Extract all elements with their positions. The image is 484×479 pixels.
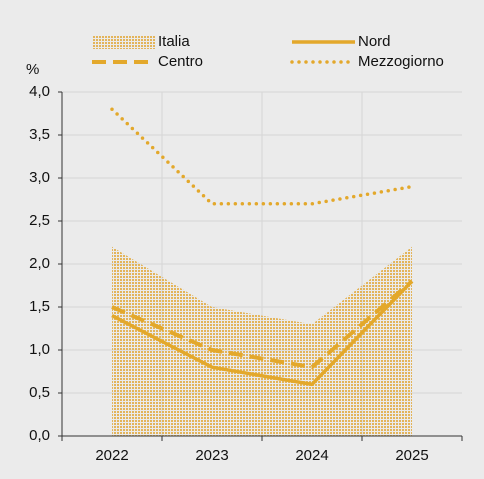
y-tick-label: 0,5 xyxy=(29,384,50,401)
y-tick-label: 1,5 xyxy=(29,298,50,315)
x-tick-label: 2023 xyxy=(195,447,228,464)
x-tick-label: 2025 xyxy=(395,447,428,464)
y-tick-label: 1,0 xyxy=(29,341,50,358)
legend-label: Italia xyxy=(158,33,190,50)
legend-label: Centro xyxy=(158,53,203,70)
y-tick-label: 3,0 xyxy=(29,169,50,186)
line xyxy=(111,279,414,387)
line xyxy=(110,107,414,206)
x-tick-label: 2024 xyxy=(295,447,328,464)
y-tick-label: 0,0 xyxy=(29,427,50,444)
line xyxy=(111,279,414,370)
y-tick-label: 2,5 xyxy=(29,212,50,229)
y-tick-label: 3,5 xyxy=(29,126,50,143)
y-axis-label: % xyxy=(26,61,39,78)
legend-label: Mezzogiorno xyxy=(358,53,444,70)
legend-swatch xyxy=(92,35,155,49)
legend-label: Nord xyxy=(358,33,391,50)
y-tick-label: 4,0 xyxy=(29,83,50,100)
y-tick-label: 2,0 xyxy=(29,255,50,272)
area xyxy=(112,246,412,436)
x-tick-label: 2022 xyxy=(95,447,128,464)
